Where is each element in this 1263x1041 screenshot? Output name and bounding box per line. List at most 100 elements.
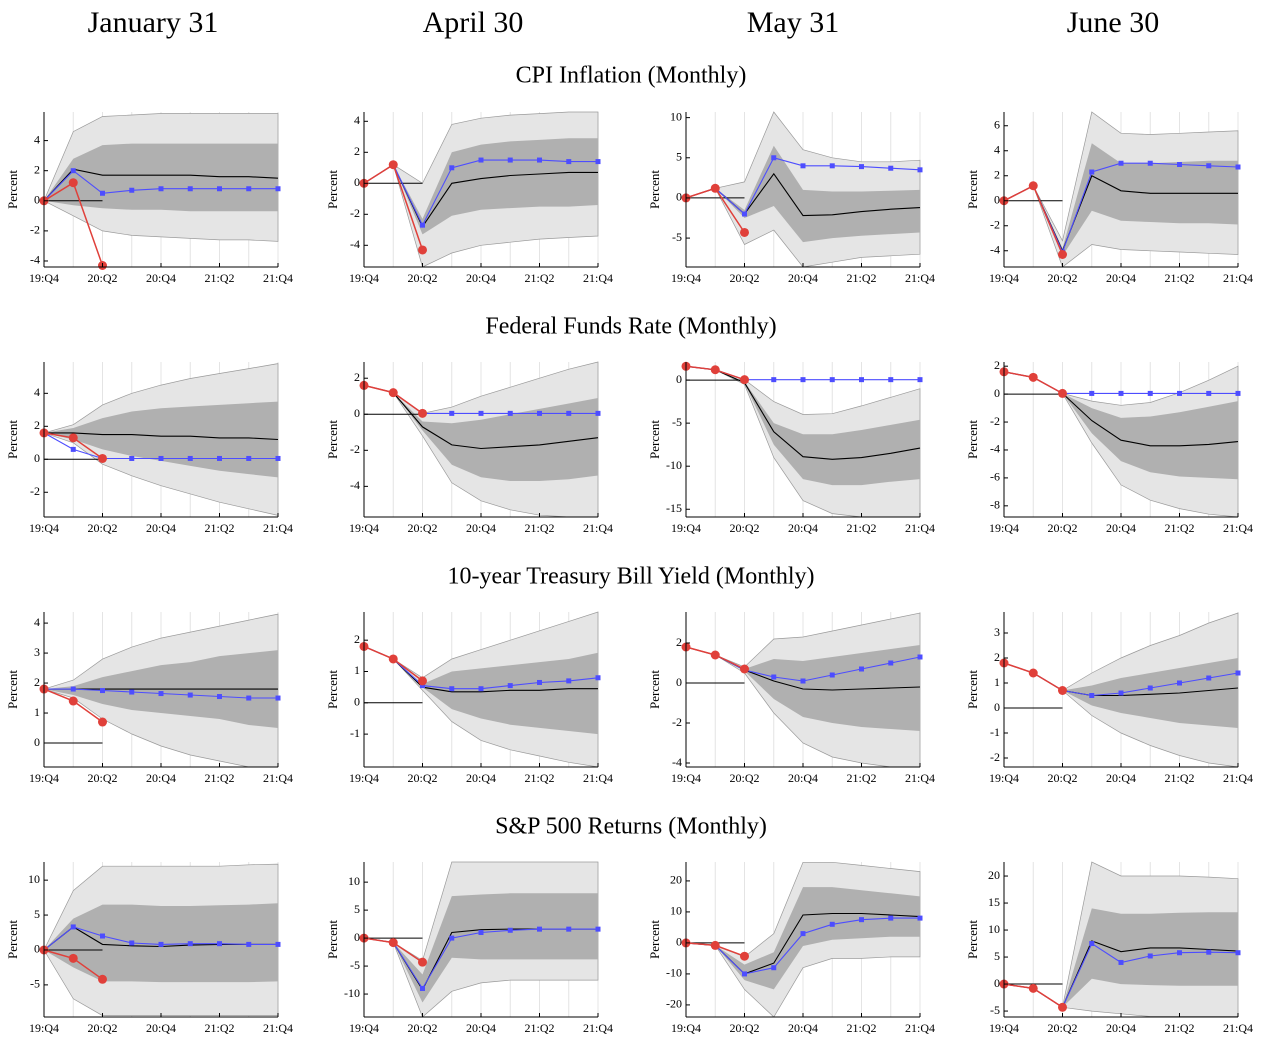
panel: -5 0 5 10 15 20 19:Q4 20:Q2 20:Q4 21:Q2 21:Q4 Perce… [965, 861, 1253, 1035]
point [1235, 164, 1241, 170]
point [275, 941, 281, 947]
point [740, 951, 749, 961]
point [418, 957, 427, 967]
point [388, 654, 398, 664]
point [742, 211, 747, 217]
point [566, 678, 572, 684]
point [1177, 950, 1182, 956]
point [1089, 693, 1095, 698]
y-tick-label: 0 [994, 193, 1000, 207]
y-tick-label: -4 [350, 478, 360, 492]
y-tick-label: -4 [990, 243, 1000, 257]
point [1177, 680, 1182, 686]
point [217, 941, 222, 947]
x-tick-label: 21:Q4 [583, 771, 613, 785]
y-axis-label: Percent [325, 920, 340, 959]
column-title: April 30 [423, 6, 524, 39]
point [1089, 941, 1095, 947]
y-tick-label: 2 [354, 144, 360, 158]
point [217, 455, 222, 461]
point [1058, 686, 1067, 695]
x-tick-label: 21:Q2 [205, 1021, 235, 1035]
x-tick-label: 21:Q2 [847, 521, 877, 535]
point [420, 222, 425, 228]
y-tick-label: -5 [672, 230, 682, 244]
point [275, 455, 281, 461]
x-tick-label: 19:Q4 [671, 1021, 701, 1035]
y-tick-label: 0 [676, 372, 682, 386]
point [1118, 690, 1124, 696]
point [829, 163, 835, 169]
point [98, 453, 107, 463]
y-tick-label: 0 [34, 735, 40, 749]
y-tick-label: -10 [666, 458, 682, 472]
x-tick-label: 20:Q4 [466, 271, 496, 285]
point [507, 683, 513, 689]
y-axis-label: Percent [965, 420, 980, 459]
point [740, 227, 749, 237]
y-tick-label: 2 [34, 162, 40, 176]
y-tick-label: 6 [994, 118, 1000, 132]
point [217, 694, 222, 700]
panel: -5 0 5 10 19:Q4 20:Q2 20:Q4 21:Q2 21:Q4 Percent [5, 862, 293, 1035]
panel: -4 -2 0 2 4 6 19:Q4 20:Q2 20:Q4 21:Q2 21:Q4 Percent [965, 111, 1253, 285]
y-tick-label: 10 [348, 874, 360, 888]
panel: -20 -10 0 10 20 19:Q4 20:Q2 20:Q4 21:Q2 21:Q4 Perc… [647, 861, 935, 1035]
point [68, 953, 78, 963]
band [1004, 371, 1238, 480]
point [537, 679, 542, 685]
y-tick-label: -15 [666, 501, 682, 515]
x-tick-label: 20:Q4 [466, 771, 496, 785]
point [449, 165, 455, 171]
y-tick-label: 2 [994, 650, 1000, 664]
point [829, 377, 835, 383]
y-tick-label: -8 [990, 498, 1000, 512]
y-tick-label: -6 [990, 470, 1000, 484]
x-tick-label: 19:Q4 [989, 271, 1019, 285]
panel: -2 -1 0 1 2 3 19:Q4 20:Q2 20:Q4 21:Q2 21:Q4 Percent [965, 612, 1253, 785]
point [829, 672, 835, 678]
y-tick-label: 2 [354, 370, 360, 384]
point [449, 410, 455, 416]
point [888, 915, 894, 921]
point [800, 678, 806, 684]
x-tick-label: 21:Q4 [905, 271, 935, 285]
x-tick-label: 21:Q2 [205, 271, 235, 285]
panel: -4 -2 0 2 19:Q4 20:Q2 20:Q4 21:Q2 21:Q4 Percent [647, 612, 935, 785]
point [1147, 390, 1153, 396]
band [1004, 143, 1238, 256]
y-tick-label: 4 [34, 132, 40, 146]
x-tick-label: 21:Q4 [1223, 1021, 1253, 1035]
y-tick-label: -1 [990, 725, 1000, 739]
row-title: S&P 500 Returns (Monthly) [495, 814, 767, 840]
point [1206, 390, 1212, 396]
point [187, 941, 193, 947]
x-tick-label: 20:Q2 [1048, 271, 1078, 285]
x-tick-label: 20:Q4 [146, 271, 176, 285]
point [420, 985, 425, 991]
point [187, 692, 193, 698]
x-tick-label: 21:Q2 [847, 271, 877, 285]
x-tick-label: 20:Q4 [466, 1021, 496, 1035]
point [537, 926, 542, 932]
y-axis-label: Percent [647, 670, 662, 709]
x-tick-label: 21:Q4 [263, 271, 293, 285]
point [1118, 160, 1124, 166]
x-tick-label: 20:Q4 [1106, 771, 1136, 785]
point [388, 388, 398, 398]
band [364, 385, 598, 481]
y-tick-label: -2 [990, 750, 1000, 764]
point [710, 940, 720, 950]
x-tick-label: 20:Q2 [408, 1021, 438, 1035]
panel: 0 1 2 3 4 19:Q4 20:Q2 20:Q4 21:Q2 21:Q4 Percent [5, 612, 293, 785]
x-tick-label: 19:Q4 [671, 771, 701, 785]
x-tick-label: 20:Q4 [788, 1021, 818, 1035]
point [129, 187, 135, 193]
point [478, 686, 484, 692]
row-title: CPI Inflation (Monthly) [516, 63, 747, 89]
panel: -4 -2 0 2 4 19:Q4 20:Q2 20:Q4 21:Q2 21:Q4 Percent [5, 112, 293, 285]
x-tick-label: 21:Q2 [847, 1021, 877, 1035]
x-tick-label: 21:Q2 [1165, 271, 1195, 285]
point [478, 930, 484, 936]
y-tick-label: 20 [988, 868, 1000, 882]
